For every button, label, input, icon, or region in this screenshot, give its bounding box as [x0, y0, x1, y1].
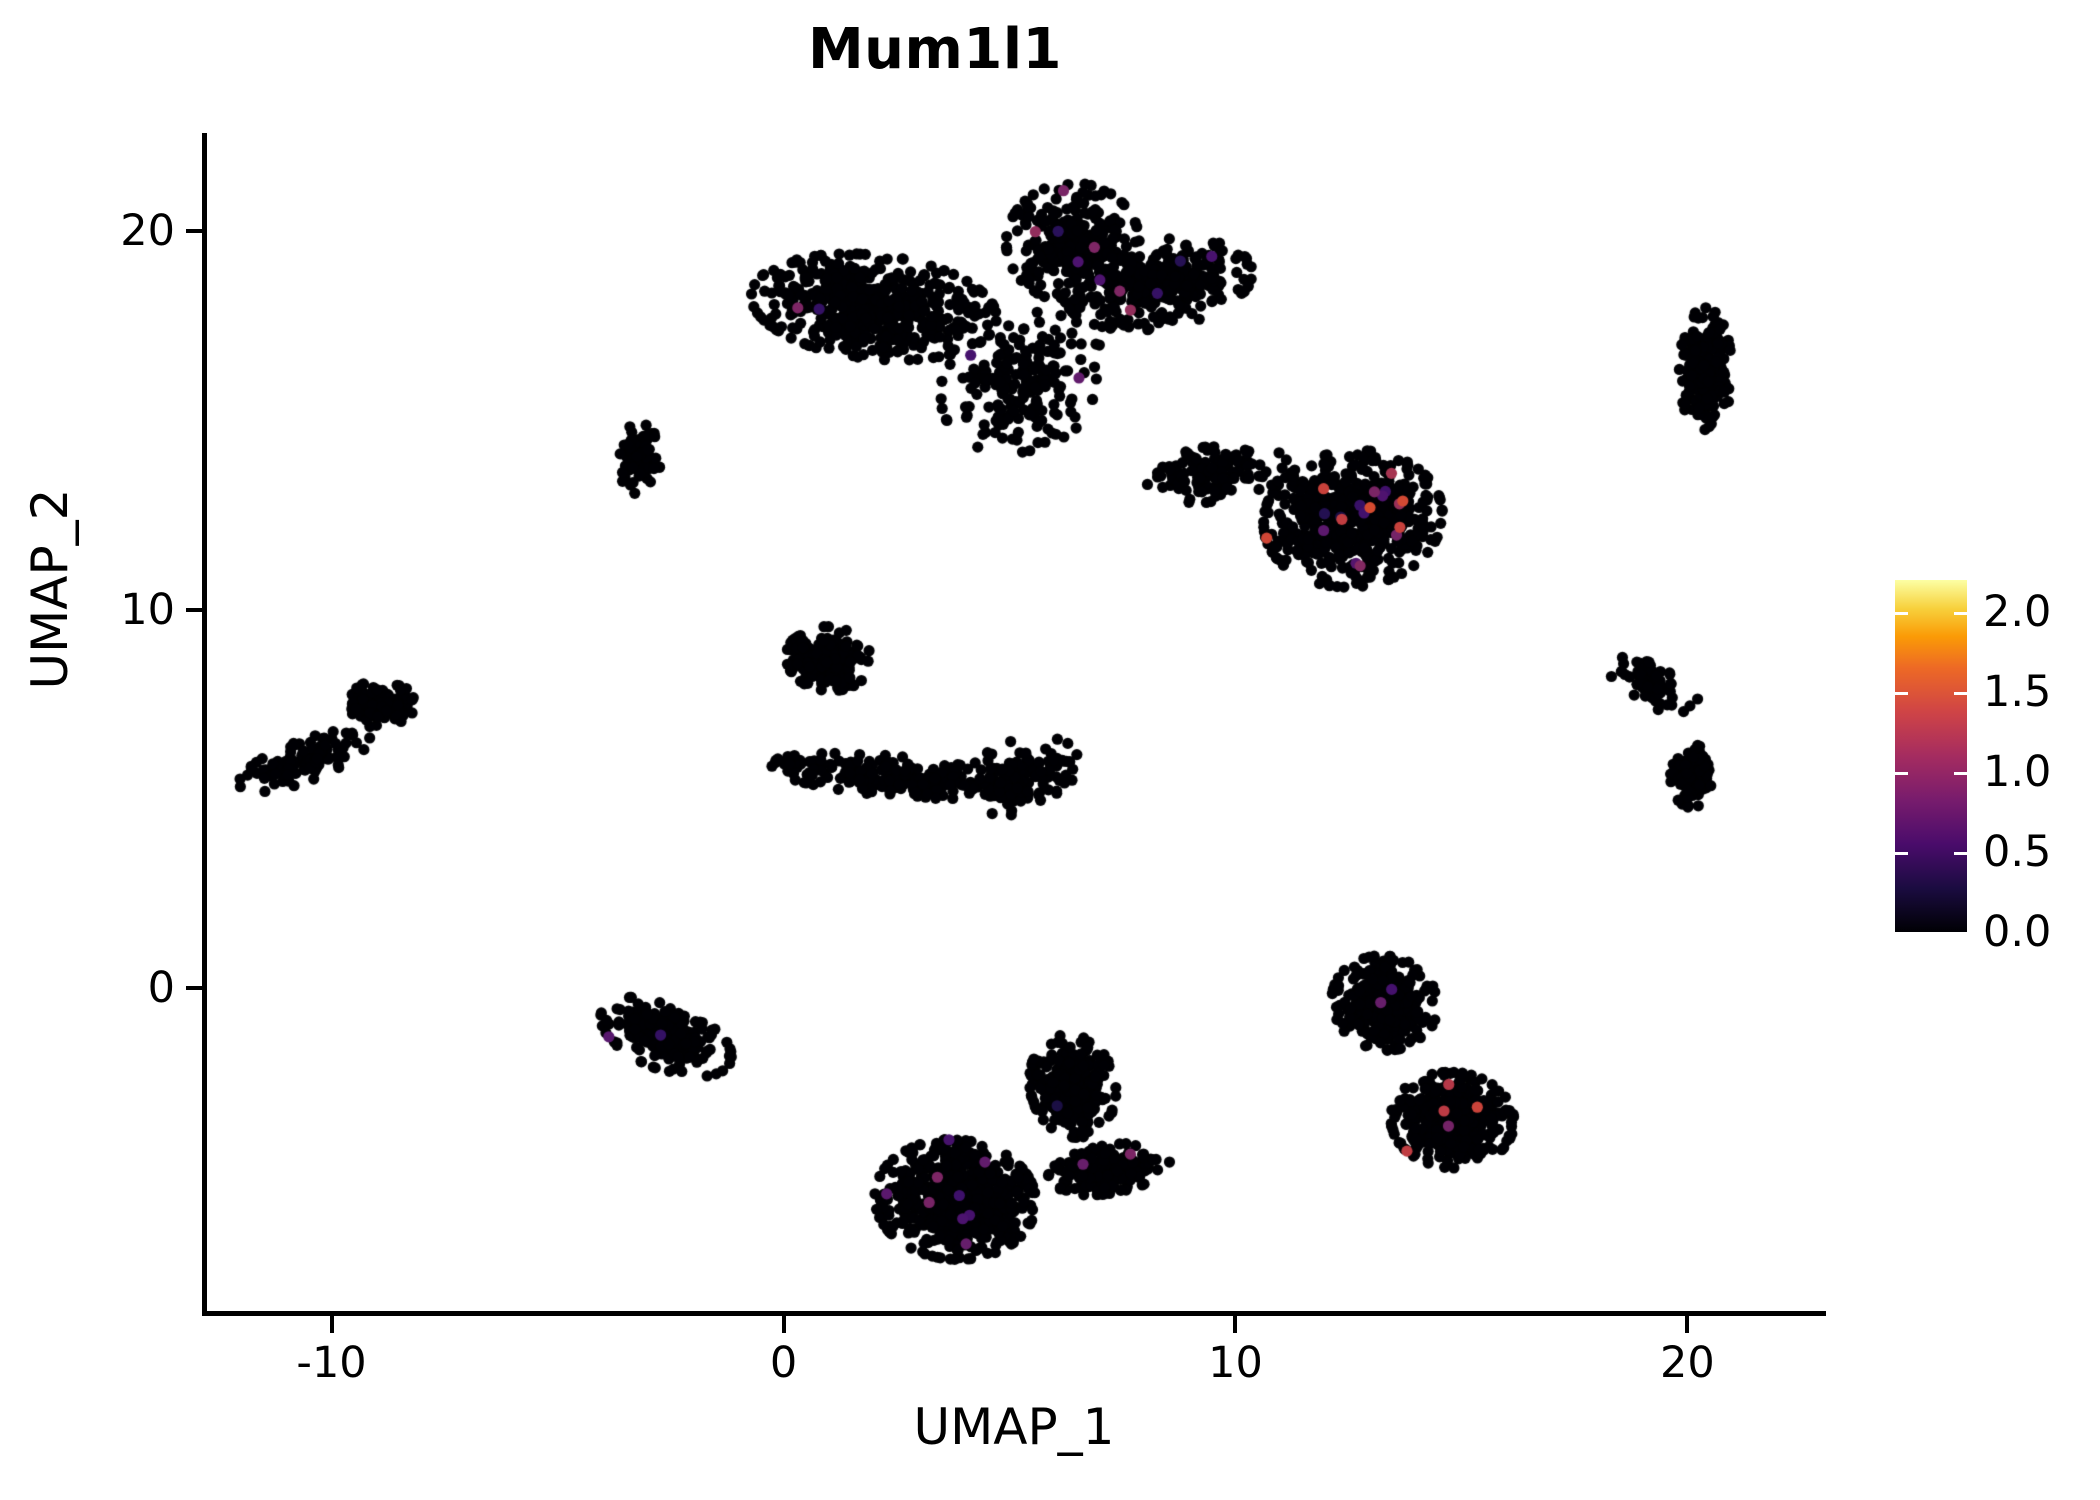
y-axis-label: UMAP_2 [21, 488, 79, 690]
x-axis-spine [202, 1311, 1826, 1316]
colorbar-gradient [1895, 580, 1967, 932]
y-tick [186, 607, 203, 612]
x-tick-label: 10 [1208, 1338, 1263, 1388]
colorbar-tick [1954, 772, 1967, 775]
colorbar-tick [1895, 932, 1908, 935]
y-tick [186, 985, 203, 990]
plot-area [205, 133, 1823, 1313]
y-axis-spine [202, 133, 207, 1316]
x-tick [329, 1316, 334, 1333]
colorbar-tick [1954, 932, 1967, 935]
colorbar-tick-label: 0.0 [1983, 907, 2052, 957]
x-tick-label: 0 [769, 1338, 798, 1388]
colorbar-tick [1954, 692, 1967, 695]
colorbar-tick [1895, 772, 1908, 775]
scatter-canvas [205, 133, 1823, 1313]
y-tick-label: 20 [120, 206, 175, 257]
colorbar-tick-label: 2.0 [1983, 587, 2052, 637]
x-tick-label: -10 [296, 1338, 367, 1388]
y-tick-label: 10 [120, 584, 175, 635]
x-tick [1233, 1316, 1238, 1333]
colorbar-tick [1895, 852, 1908, 855]
page-title: Mum1l1 [807, 17, 1063, 82]
colorbar-tick [1954, 852, 1967, 855]
colorbar-tick-label: 1.0 [1983, 747, 2052, 797]
colorbar-tick [1895, 612, 1908, 615]
colorbar-tick-label: 1.5 [1983, 667, 2052, 717]
colorbar-tick-label: 0.5 [1983, 827, 2052, 877]
y-tick-label: 0 [147, 962, 175, 1013]
colorbar: 2.0 1.5 1.0 0.5 0.0 [1895, 580, 2080, 957]
x-tick-label: 20 [1660, 1338, 1715, 1388]
colorbar-tick [1895, 692, 1908, 695]
x-axis-label: UMAP_1 [913, 1398, 1115, 1456]
y-tick [186, 229, 203, 234]
x-tick [781, 1316, 786, 1333]
colorbar-tick [1954, 612, 1967, 615]
x-tick [1685, 1316, 1690, 1333]
